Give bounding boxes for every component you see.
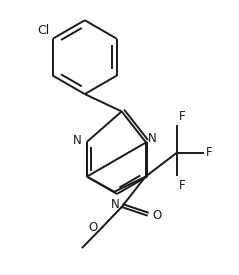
Text: Cl: Cl: [37, 24, 49, 37]
Text: O: O: [88, 221, 98, 234]
Text: F: F: [206, 146, 213, 159]
Text: N: N: [111, 198, 120, 211]
Text: F: F: [179, 179, 186, 192]
Text: N: N: [73, 134, 82, 147]
Text: N: N: [148, 132, 157, 145]
Text: F: F: [179, 110, 186, 123]
Text: O: O: [152, 209, 161, 222]
